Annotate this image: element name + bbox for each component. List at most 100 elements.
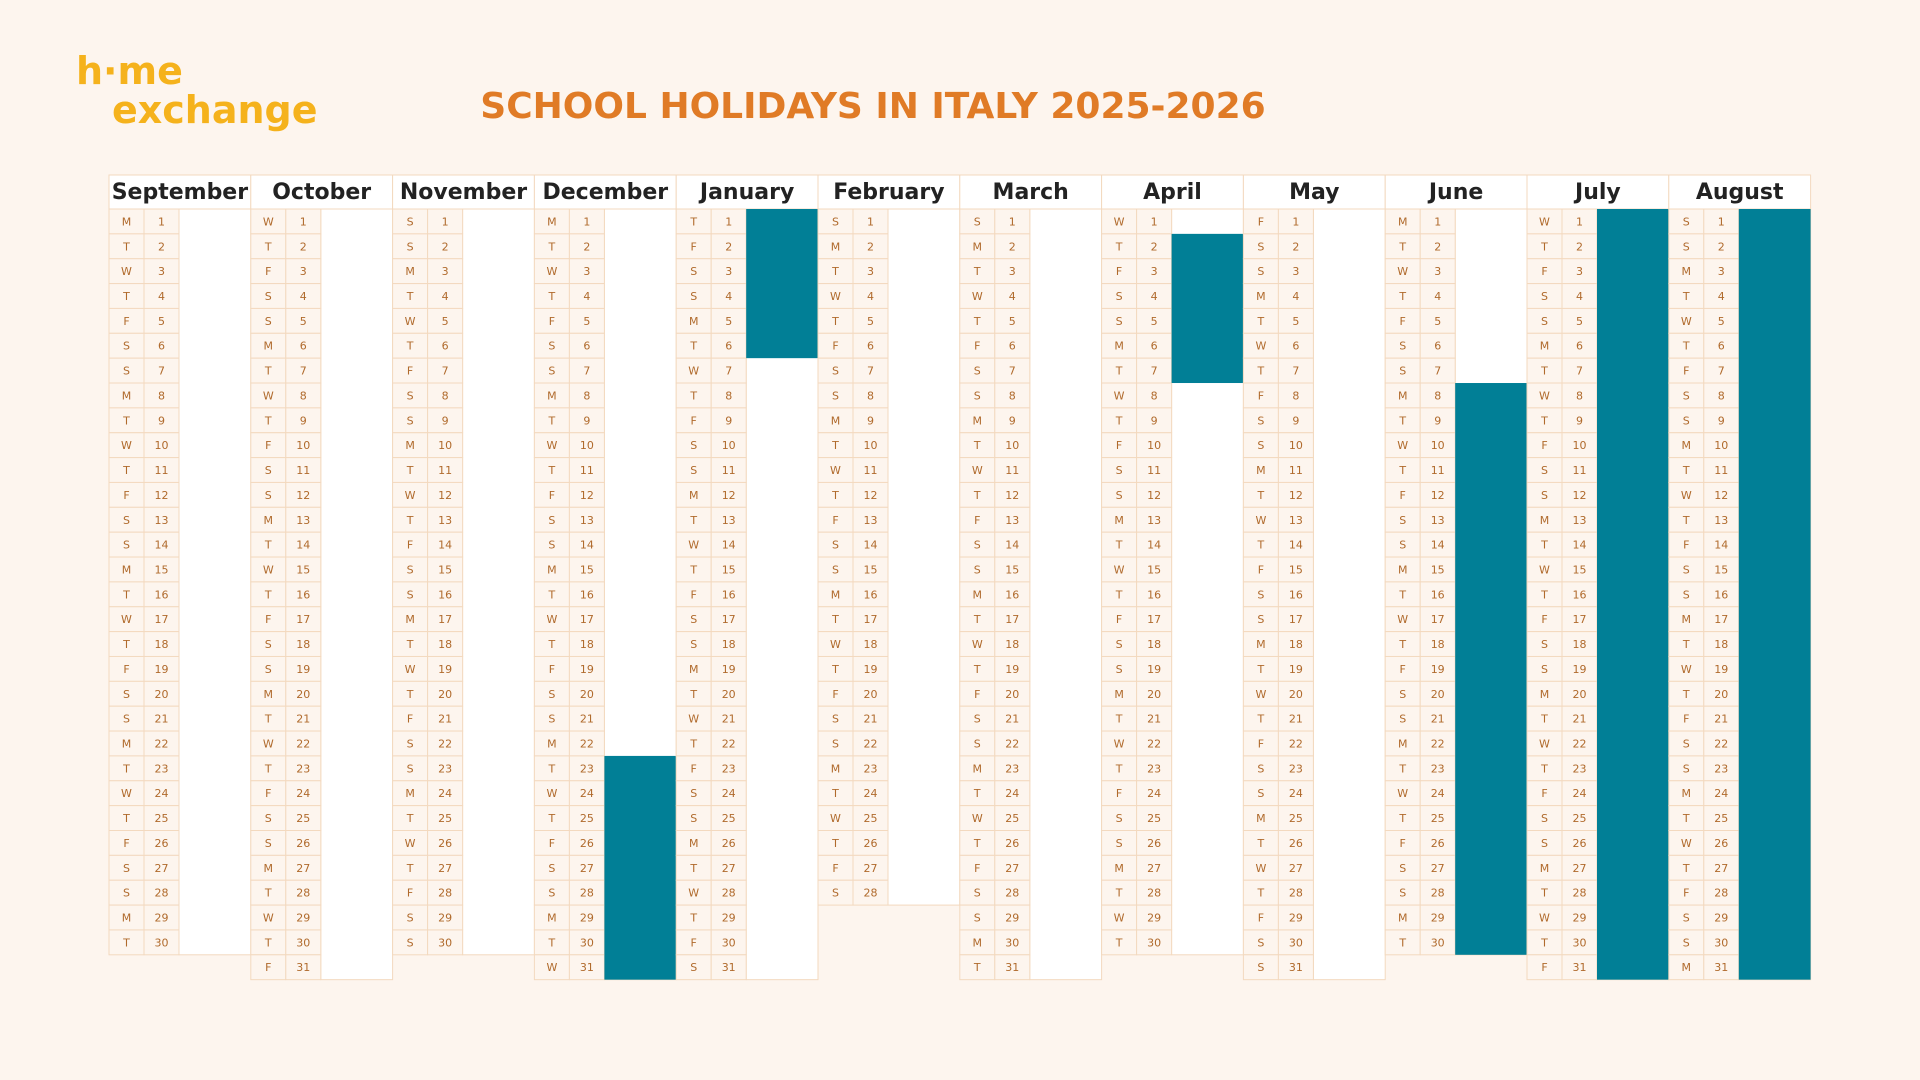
weekday: T: [1398, 290, 1406, 303]
weekday: F: [265, 439, 271, 452]
date: 24: [1431, 787, 1445, 800]
weekday: M: [547, 389, 557, 402]
weekday-cell: [817, 457, 854, 483]
date-cell: [143, 854, 180, 881]
date: 23: [1005, 762, 1019, 775]
date: 7: [1434, 365, 1441, 378]
date: 15: [1573, 563, 1587, 576]
weekday-cell: [1668, 432, 1705, 459]
weekday: F: [1683, 539, 1689, 552]
date: 6: [1009, 340, 1016, 353]
date: 23: [438, 762, 452, 775]
weekday-cell: [533, 432, 570, 459]
date: 6: [442, 340, 449, 353]
date-cell: [994, 258, 1031, 285]
weekday: S: [1541, 290, 1548, 303]
date: 10: [1573, 439, 1587, 452]
date-cell: [994, 307, 1031, 334]
weekday-cell: [533, 780, 570, 807]
weekday: T: [406, 290, 414, 303]
weekday: T: [1540, 539, 1548, 552]
date: 17: [1147, 613, 1161, 626]
weekday: W: [1397, 439, 1408, 452]
date: 24: [1289, 787, 1303, 800]
date-cell: [852, 755, 889, 782]
weekday: S: [407, 737, 414, 750]
weekday: S: [1257, 439, 1264, 452]
weekday-cell: [959, 830, 996, 856]
date-cell: [1703, 481, 1740, 508]
weekday-cell: [108, 780, 145, 807]
date: 15: [438, 563, 452, 576]
date-cell: [1561, 755, 1598, 782]
weekday-cell: [1526, 631, 1563, 657]
date: 7: [725, 365, 732, 378]
weekday: F: [265, 787, 271, 800]
weekday: T: [548, 936, 556, 949]
date-cell: [568, 357, 605, 384]
date: 2: [725, 240, 732, 253]
weekday-cell: [108, 879, 145, 906]
weekday: F: [1400, 489, 1406, 502]
date-cell: [994, 780, 1031, 807]
date: 17: [155, 613, 169, 626]
weekday: S: [548, 539, 555, 552]
weekday-cell: [959, 307, 996, 334]
weekday-cell: [108, 705, 145, 732]
weekday-cell: [108, 307, 145, 334]
date-cell: [568, 556, 605, 583]
date: 14: [1005, 539, 1019, 552]
date-cell: [1419, 357, 1456, 384]
weekday: F: [1541, 787, 1547, 800]
weekday-cell: [1526, 805, 1563, 832]
date-cell: [1277, 457, 1314, 483]
date: 23: [1147, 762, 1161, 775]
date: 21: [438, 713, 452, 726]
weekday-cell: [1101, 929, 1138, 956]
weekday-cell: [1384, 680, 1421, 707]
weekday: M: [547, 737, 557, 750]
weekday: F: [123, 663, 129, 676]
weekday: T: [1540, 240, 1548, 253]
date: 1: [1292, 215, 1299, 228]
weekday-cell: [392, 283, 429, 309]
date: 28: [1573, 887, 1587, 900]
month-header: [1242, 174, 1386, 210]
date: 14: [1573, 539, 1587, 552]
weekday: S: [265, 638, 272, 651]
date: 16: [296, 588, 310, 601]
date: 29: [1147, 912, 1161, 925]
date: 11: [1431, 464, 1445, 477]
weekday-cell: [108, 357, 145, 384]
weekday: T: [406, 464, 414, 477]
date-cell: [1136, 730, 1173, 757]
weekday-cell: [1384, 929, 1421, 956]
weekday: S: [1541, 663, 1548, 676]
date: 7: [1292, 365, 1299, 378]
holiday-block: [1597, 209, 1669, 980]
date-cell: [852, 283, 889, 309]
weekday: T: [1682, 812, 1690, 825]
weekday: S: [407, 563, 414, 576]
weekday: W: [121, 265, 132, 278]
weekday-cell: [108, 854, 145, 881]
month-header: [1526, 174, 1670, 210]
date: 18: [1573, 638, 1587, 651]
date: 22: [864, 737, 878, 750]
date: 29: [1289, 912, 1303, 925]
date: 4: [300, 290, 307, 303]
date: 12: [1289, 489, 1303, 502]
date: 16: [1431, 588, 1445, 601]
date: 15: [1005, 563, 1019, 576]
date: 10: [438, 439, 452, 452]
weekday-cell: [533, 208, 570, 235]
weekday: M: [1398, 215, 1408, 228]
weekday-cell: [817, 208, 854, 235]
date: 21: [1005, 713, 1019, 726]
weekday: S: [974, 737, 981, 750]
date: 8: [1151, 389, 1158, 402]
weekday: M: [1682, 787, 1692, 800]
weekday: M: [1256, 812, 1266, 825]
weekday: S: [1399, 862, 1406, 875]
date: 28: [438, 887, 452, 900]
